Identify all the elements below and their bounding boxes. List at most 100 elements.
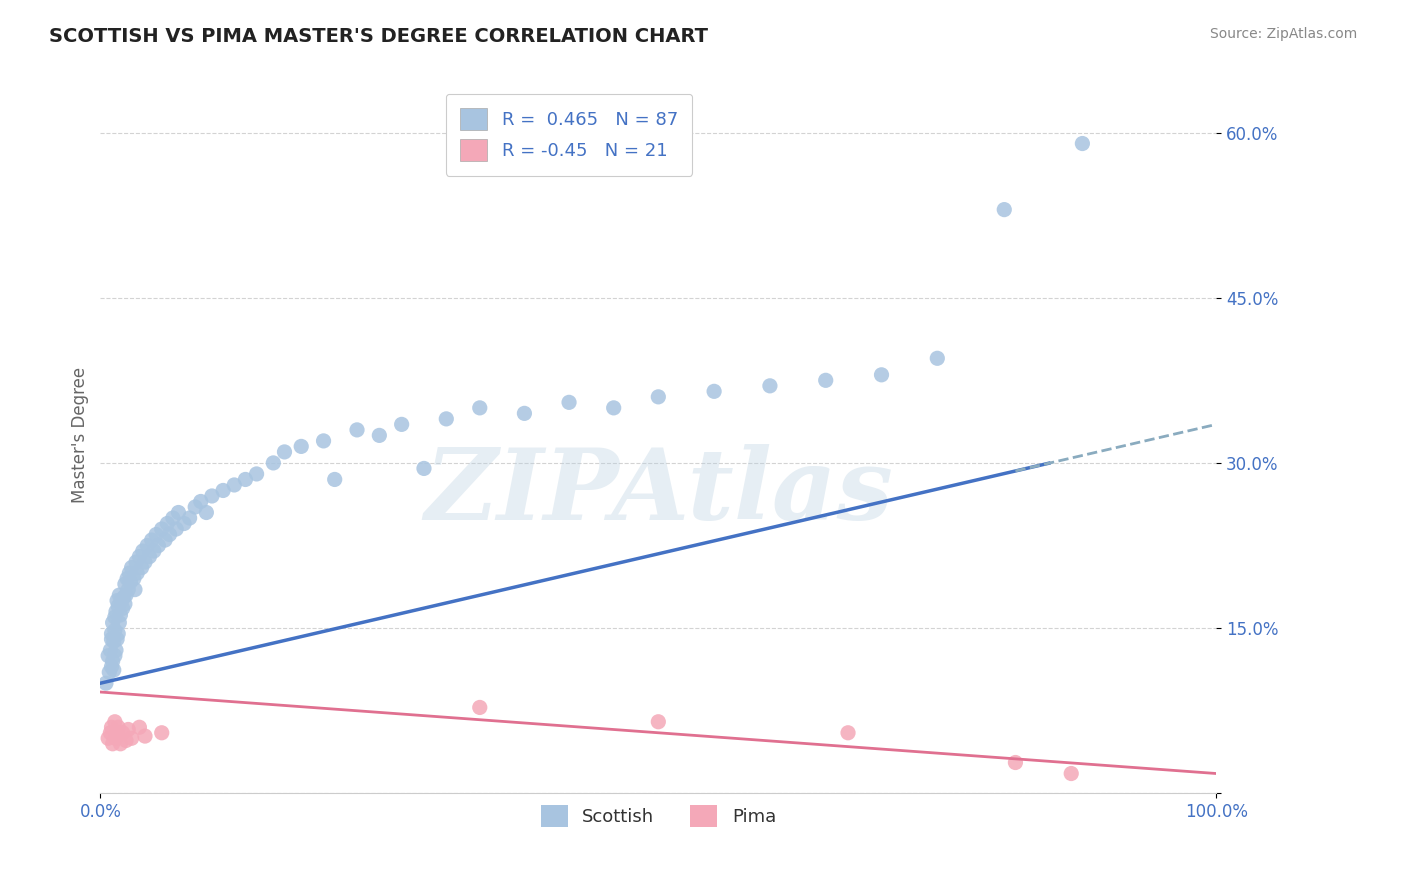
Point [101,654,124,668]
Point [104,610,127,624]
Point [235,473,257,487]
Point [94,676,117,690]
Point [159,527,181,541]
Point [107,626,129,640]
Point [148,539,170,553]
Point [128,720,150,734]
Point [108,588,131,602]
Point [1071,136,1094,151]
Point [602,401,624,415]
Point [110,607,132,622]
Point [195,506,218,520]
Point [103,663,125,677]
Point [103,634,125,648]
Point [142,544,165,558]
Point [118,566,141,580]
Point [105,725,128,739]
Point [184,500,207,514]
Point [108,615,131,630]
Point [111,725,134,739]
Point [97,731,120,746]
Point [167,506,190,520]
Point [141,533,163,547]
Point [104,648,127,663]
Point [115,572,138,586]
Point [115,588,138,602]
Point [104,643,127,657]
Point [134,729,156,743]
Point [647,390,669,404]
Point [101,615,124,630]
Point [162,511,184,525]
Point [121,560,143,574]
Point [100,720,122,734]
Point [114,597,136,611]
Point [212,483,235,498]
Point [150,522,173,536]
Point [107,599,129,613]
Legend: Scottish, Pima: Scottish, Pima [533,798,783,834]
Point [121,731,143,746]
Point [136,539,159,553]
Point [111,601,134,615]
Point [434,412,457,426]
Point [115,733,138,747]
Point [190,494,212,508]
Y-axis label: Master's Degree: Master's Degree [72,368,89,503]
Point [104,624,127,638]
Point [112,591,135,605]
Point [814,373,837,387]
Point [468,401,491,415]
Point [173,516,195,531]
Point [100,659,122,673]
Point [128,549,150,564]
Point [117,582,139,597]
Point [391,417,413,432]
Point [558,395,581,409]
Point [323,473,346,487]
Point [759,379,782,393]
Point [107,720,129,734]
Point [927,351,949,366]
Point [224,478,246,492]
Point [346,423,368,437]
Point [513,406,536,420]
Point [368,428,391,442]
Point [1060,766,1083,780]
Point [1004,756,1026,770]
Point [131,560,153,574]
Point [150,725,173,739]
Point [100,725,122,739]
Point [120,574,142,589]
Point [647,714,669,729]
Point [179,511,201,525]
Point [98,665,121,680]
Point [290,439,312,453]
Text: Source: ZipAtlas.com: Source: ZipAtlas.com [1209,27,1357,41]
Point [105,593,128,607]
Point [104,731,127,746]
Point [100,643,122,657]
Point [110,737,132,751]
Point [122,572,145,586]
Point [104,605,127,619]
Point [201,489,224,503]
Point [156,516,179,531]
Point [100,626,122,640]
Text: SCOTTISH VS PIMA MASTER'S DEGREE CORRELATION CHART: SCOTTISH VS PIMA MASTER'S DEGREE CORRELA… [49,27,709,45]
Text: ZIPAtlas: ZIPAtlas [423,444,893,541]
Point [245,467,267,481]
Point [837,725,859,739]
Point [413,461,436,475]
Point [703,384,725,399]
Point [100,632,122,647]
Point [138,549,160,564]
Point [153,533,176,547]
Point [110,593,132,607]
Point [134,555,156,569]
Point [127,566,149,580]
Point [114,577,136,591]
Point [132,544,155,558]
Point [97,648,120,663]
Point [125,555,148,569]
